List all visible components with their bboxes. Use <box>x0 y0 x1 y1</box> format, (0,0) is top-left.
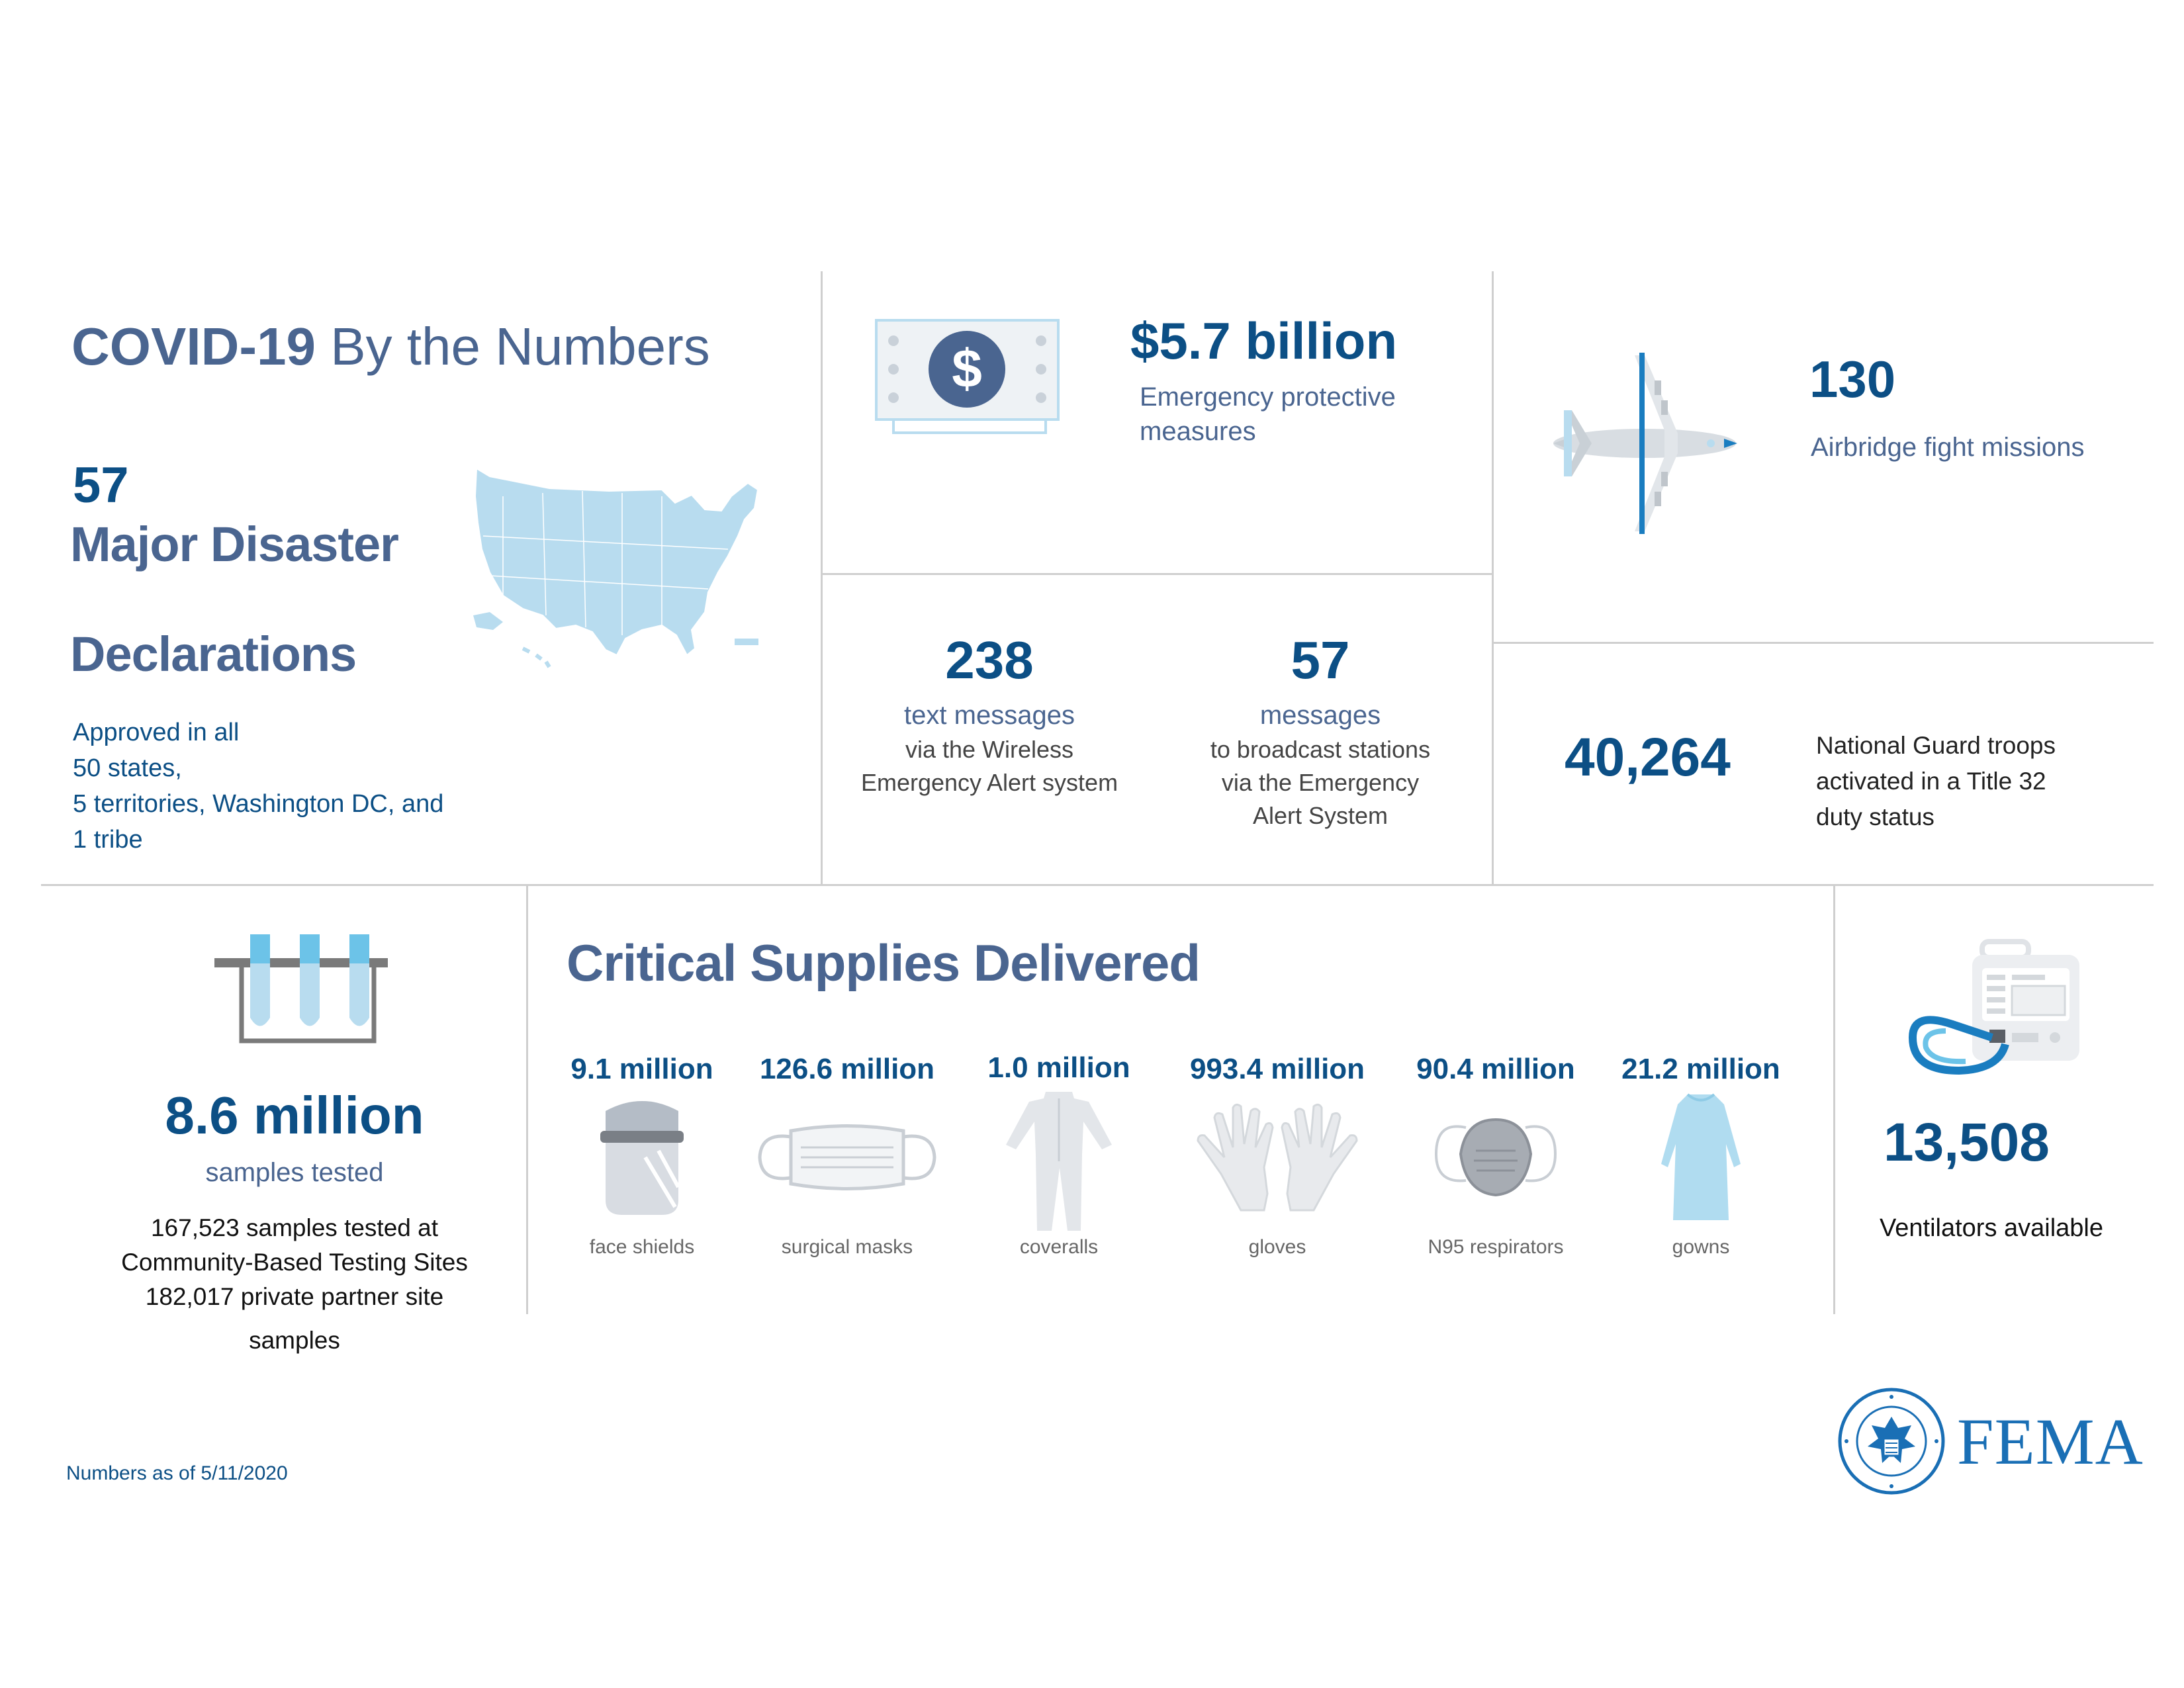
testing-detail: 167,523 samples tested at Community-Base… <box>66 1211 523 1358</box>
testing-label: samples tested <box>205 1158 384 1187</box>
disaster-title-line2: Declarations <box>70 627 357 682</box>
funding-label-line2: measures <box>1140 417 1256 446</box>
testing-amount: 8.6 million <box>165 1086 424 1145</box>
divider-vertical-bottom-2 <box>1833 884 1835 1314</box>
testing-detail-line4: samples <box>249 1327 340 1354</box>
guard-label-line3: duty status <box>1816 803 1934 830</box>
page-title: COVID-19 By the Numbers <box>71 316 710 377</box>
page-title-rest: By the Numbers <box>315 317 710 376</box>
supply-value: 9.1 million <box>570 1053 713 1085</box>
broadcast-messages-sub-line3: Alert System <box>1252 802 1388 829</box>
approved-line: 5 territories, Washington DC, and <box>73 790 444 818</box>
surgical-mask-icon <box>748 1088 946 1227</box>
page-title-bold: COVID-19 <box>71 317 316 376</box>
supply-value: 126.6 million <box>759 1053 935 1085</box>
divider-horizontal-middle-right <box>1492 642 2154 644</box>
numbers-as-of-prefix: Numbers as of <box>66 1462 201 1484</box>
broadcast-messages-sub-line1: to broadcast stations <box>1210 736 1431 763</box>
us-map-icon <box>463 457 768 688</box>
airplane-icon <box>1545 347 1744 539</box>
text-messages-sub: via the Wireless Emergency Alert system <box>834 733 1145 799</box>
supply-item-surgical-masks: 126.6 million surgical masks <box>748 1051 946 1259</box>
approved-line: Approved in all <box>73 719 240 746</box>
divider-horizontal-main <box>41 884 2154 886</box>
supply-value: 21.2 million <box>1621 1053 1780 1085</box>
respirator-icon <box>1396 1088 1595 1227</box>
divider-vertical-bottom-1 <box>526 884 528 1314</box>
numbers-as-of-date: 5/11/2020 <box>201 1462 288 1484</box>
supply-label: gloves <box>1248 1236 1306 1258</box>
broadcast-messages-sub-line2: via the Emergency <box>1221 769 1420 796</box>
ventilator-label: Ventilators available <box>1880 1214 2103 1242</box>
divider-vertical-top-1 <box>821 271 823 884</box>
gloves-icon <box>1171 1088 1383 1227</box>
supply-label: gowns <box>1672 1236 1730 1258</box>
supply-item-coveralls: 1.0 million coveralls <box>966 1049 1152 1259</box>
broadcast-messages-block: 57 messages to broadcast stations via th… <box>1165 629 1476 832</box>
supply-label: coveralls <box>1019 1236 1099 1258</box>
supply-item-n95: 90.4 million N95 respirators <box>1396 1051 1595 1259</box>
supply-item-face-shields: 9.1 million face shields <box>549 1051 735 1259</box>
testing-detail-line3: 182,017 private partner site <box>145 1283 444 1310</box>
gown-icon <box>1615 1088 1787 1227</box>
testing-detail-line1: 167,523 samples tested at <box>150 1214 438 1241</box>
funding-label-line1: Emergency protective <box>1140 382 1396 412</box>
divider-horizontal-middle-left <box>821 573 1493 575</box>
text-messages-label: text messages <box>904 701 1075 730</box>
supply-item-gloves: 993.4 million gloves <box>1171 1051 1383 1259</box>
disaster-count: 57 <box>73 457 129 513</box>
guard-label: National Guard troops activated in a Tit… <box>1816 728 2056 835</box>
text-messages-sub-line1: via the Wireless <box>905 736 1074 763</box>
broadcast-messages-label: messages <box>1259 701 1381 730</box>
supply-label: N95 respirators <box>1428 1236 1564 1258</box>
supply-item-gowns: 21.2 million gowns <box>1615 1051 1787 1259</box>
divider-vertical-top-2 <box>1492 271 1494 884</box>
funding-amount: $5.7 billion <box>1130 312 1398 370</box>
fema-wordmark: FEMA <box>1957 1405 2144 1478</box>
ventilator-icon <box>1906 938 2085 1081</box>
supply-value: 90.4 million <box>1416 1053 1575 1085</box>
airbridge-count: 130 <box>1809 350 1896 408</box>
approved-line: 1 tribe <box>73 826 143 854</box>
test-tubes-icon <box>212 932 390 1047</box>
supply-label: face shields <box>589 1236 695 1258</box>
testing-detail-line2: Community-Based Testing Sites <box>121 1249 468 1276</box>
text-messages-sub-line2: Emergency Alert system <box>860 769 1118 796</box>
airbridge-label: Airbridge fight missions <box>1811 433 2085 462</box>
ventilator-count: 13,508 <box>1884 1112 2050 1173</box>
numbers-as-of: Numbers as of 5/11/2020 <box>66 1462 288 1485</box>
supply-value: 1.0 million <box>987 1051 1130 1084</box>
money-icon: $ <box>874 318 1062 443</box>
funding-label: Emergency protective measures <box>1140 380 1396 449</box>
broadcast-messages-count: 57 <box>1291 631 1350 689</box>
supply-value: 993.4 million <box>1189 1053 1365 1085</box>
dhs-seal-icon <box>1837 1387 1946 1496</box>
guard-count: 40,264 <box>1565 727 1731 787</box>
disaster-approved-text: Approved in all 50 states, 5 territories… <box>73 715 443 858</box>
fema-logo: FEMA <box>1837 1387 2144 1496</box>
approved-line: 50 states, <box>73 754 182 782</box>
disaster-title-line1: Major Disaster <box>70 517 399 572</box>
text-messages-count: 238 <box>945 631 1034 689</box>
supply-label: surgical masks <box>781 1236 913 1258</box>
coverall-icon <box>966 1087 1152 1236</box>
face-shield-icon <box>549 1088 735 1227</box>
svg-text:$: $ <box>952 339 982 399</box>
supplies-title: Critical Supplies Delivered <box>567 934 1201 992</box>
guard-label-line2: activated in a Title 32 <box>1816 768 2046 795</box>
broadcast-messages-sub: to broadcast stations via the Emergency … <box>1165 733 1476 832</box>
guard-label-line1: National Guard troops <box>1816 732 2056 759</box>
text-messages-block: 238 text messages via the Wireless Emerg… <box>834 629 1145 799</box>
